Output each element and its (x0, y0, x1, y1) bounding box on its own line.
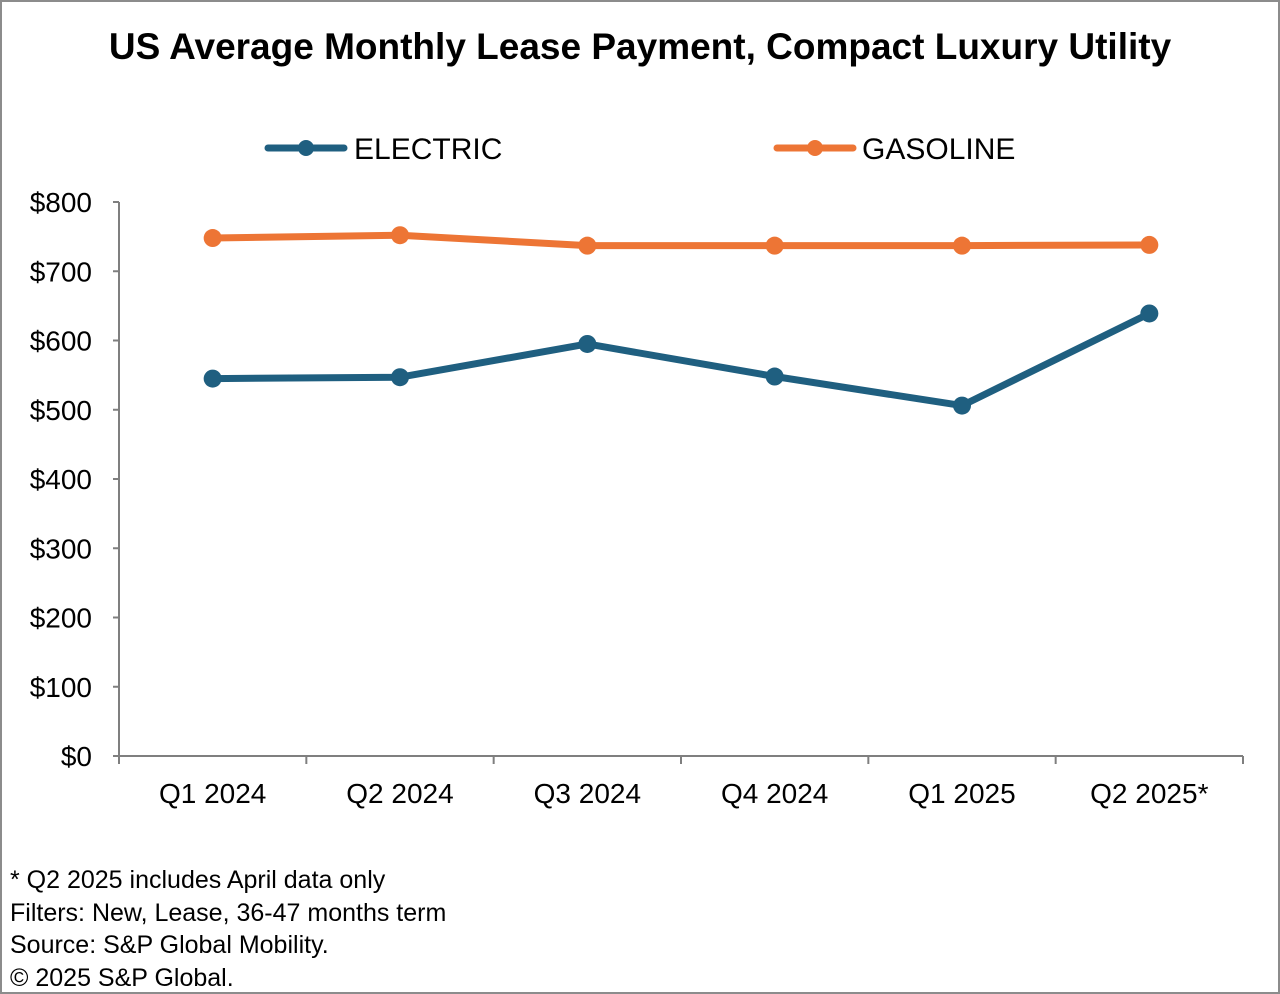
y-tick-label: $700 (30, 256, 92, 287)
data-point-electric (578, 334, 597, 353)
y-tick-label: $200 (30, 603, 92, 634)
y-tick-label: $600 (30, 326, 92, 357)
data-point-gasoline (1140, 235, 1159, 254)
footnote-source: Source: S&P Global Mobility. (10, 931, 329, 959)
legend: ELECTRIC GASOLINE (264, 133, 1015, 166)
data-point-gasoline (391, 226, 409, 245)
series-line-gasoline (209, 231, 1153, 250)
footnote-asterisk: * Q2 2025 includes April data only (10, 866, 386, 894)
data-point-electric (391, 368, 409, 387)
x-tick-label: Q4 2024 (721, 778, 828, 809)
series-layer (203, 226, 1159, 415)
y-tick-label: $0 (61, 741, 92, 772)
data-point-electric (953, 396, 971, 415)
data-point-gasoline (203, 229, 222, 248)
legend-label-gasoline: GASOLINE (862, 133, 1015, 166)
x-tick-label: Q2 2025* (1090, 778, 1208, 809)
footnote-filters: Filters: New, Lease, 36-47 months term (10, 898, 447, 927)
x-tick-label: Q2 2024 (346, 778, 453, 809)
legend-marker-gasoline (807, 140, 823, 156)
data-point-electric (765, 367, 784, 386)
data-point-electric (203, 369, 222, 388)
data-point-gasoline (765, 236, 784, 255)
y-tick-label: $500 (30, 395, 92, 426)
legend-label-electric: ELECTRIC (354, 133, 502, 166)
x-tick-label: Q1 2025 (908, 778, 1015, 809)
y-tick-label: $300 (30, 533, 92, 564)
axes: $0 $100 $200 $300 $400 $500 $600 $700 $800 Q1 202… (30, 187, 1244, 809)
y-tick-label: $100 (30, 672, 92, 703)
legend-marker-electric (298, 140, 314, 156)
chart-title: US Average Monthly Lease Payment, Compac… (108, 26, 1172, 67)
series-line-electric (209, 309, 1153, 410)
x-tick-label: Q3 2024 (534, 778, 641, 809)
y-tick-label: $400 (30, 464, 92, 495)
y-tick-label: $800 (30, 187, 92, 218)
footnote-copyright: © 2025 S&P Global. (10, 963, 234, 992)
footnotes: * Q2 2025 includes April data only Filte… (10, 864, 446, 994)
data-point-gasoline (953, 236, 971, 255)
x-tick-label: Q1 2024 (159, 778, 266, 809)
data-point-gasoline (578, 236, 597, 255)
data-point-electric (1140, 304, 1159, 323)
